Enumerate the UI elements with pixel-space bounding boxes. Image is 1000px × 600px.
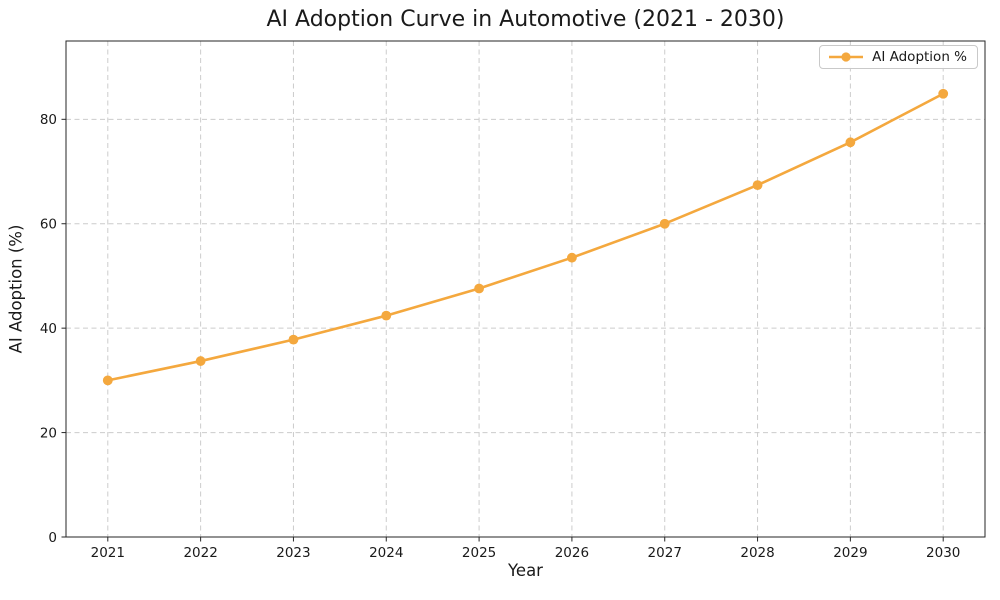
x-tick-label: 2025	[462, 545, 496, 561]
x-tick-label: 2027	[648, 545, 682, 561]
x-tick-label: 2026	[555, 545, 589, 561]
data-point-2021	[102, 375, 113, 386]
x-axis-label: Year	[508, 561, 543, 580]
data-point-2022	[195, 356, 206, 366]
data-point-2027	[659, 218, 670, 229]
x-tick-label: 2028	[740, 545, 774, 561]
x-tick-label: 2029	[833, 545, 867, 561]
x-tick-label: 2023	[276, 545, 310, 561]
y-tick-label: 0	[48, 530, 57, 546]
x-tick-label: 2024	[369, 545, 403, 561]
data-point-2023	[288, 334, 299, 345]
legend-label: AI Adoption %	[872, 49, 967, 65]
x-tick-label: 2030	[926, 545, 960, 561]
x-tick-label: 2022	[183, 545, 217, 561]
adoption-line	[106, 92, 945, 382]
data-point-2029	[845, 137, 856, 148]
y-tick-label: 60	[40, 217, 57, 233]
data-point-2030	[938, 88, 949, 99]
y-tick-label: 20	[40, 425, 57, 441]
data-point-2024	[381, 310, 392, 321]
axes-spines	[65, 40, 986, 538]
y-tick-label: 40	[40, 321, 57, 337]
y-tick-label: 80	[40, 112, 57, 128]
data-point-2026	[567, 252, 577, 263]
y-axis-label: AI Adoption (%)	[6, 224, 26, 354]
legend-line-marker-icon	[829, 52, 864, 62]
legend: AI Adoption %	[819, 45, 978, 69]
x-tick-label: 2021	[91, 545, 125, 561]
data-point-2025	[474, 283, 484, 294]
chart-title: AI Adoption Curve in Automotive (2021 - …	[266, 7, 785, 32]
data-point-2028	[752, 180, 763, 191]
